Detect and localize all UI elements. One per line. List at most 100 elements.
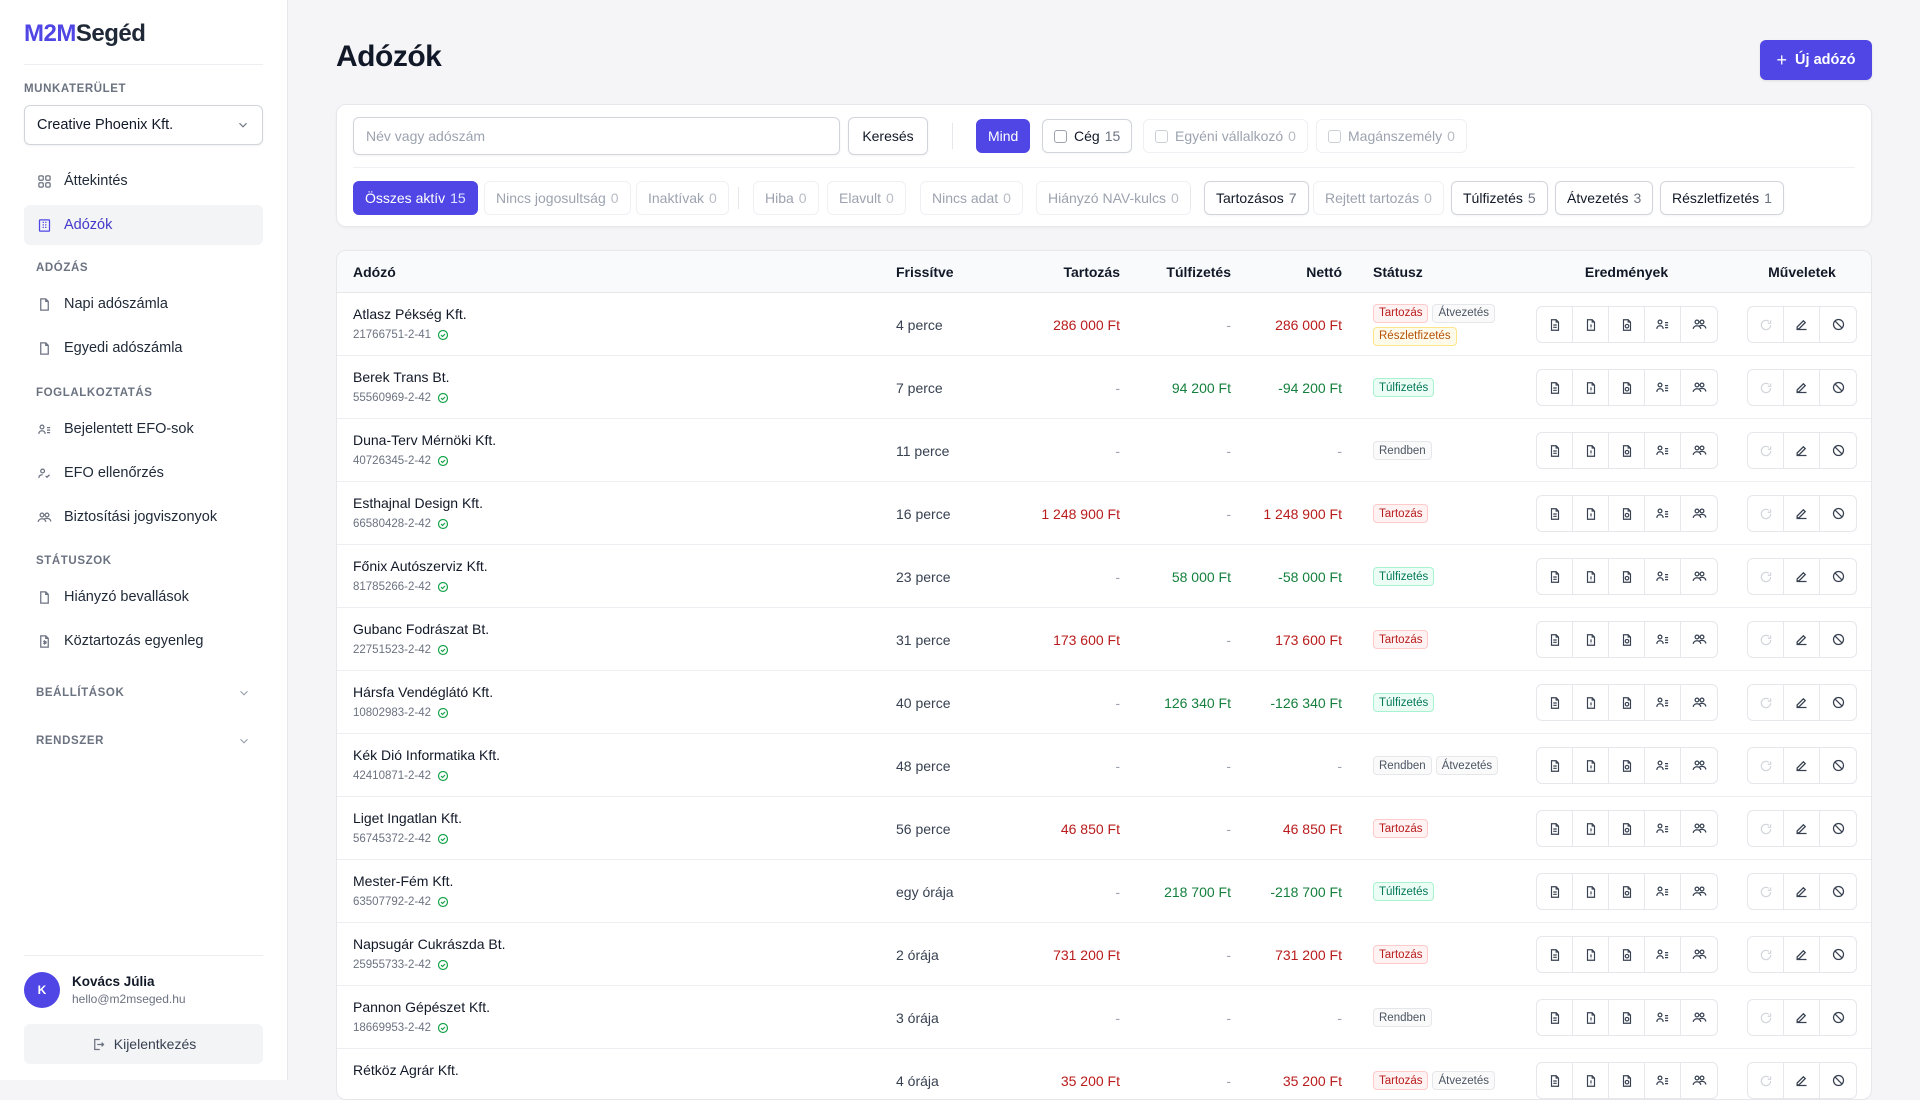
document-info-icon[interactable]: [1573, 496, 1609, 531]
status-filter-error[interactable]: Hiba 0: [753, 181, 819, 215]
edit-icon[interactable]: [1784, 874, 1820, 909]
status-filter-no-auth[interactable]: Nincs jogosultság 0: [484, 181, 631, 215]
taxpayer-name[interactable]: Főnix Autószerviz Kft.: [353, 558, 488, 574]
document-icon[interactable]: [1537, 370, 1573, 405]
users-icon[interactable]: [1681, 433, 1717, 468]
users-icon[interactable]: [1681, 685, 1717, 720]
table-row[interactable]: Hársfa Vendéglátó Kft. 10802983-2-42 40 …: [337, 671, 1871, 734]
document-info-icon[interactable]: [1573, 937, 1609, 972]
document-icon[interactable]: [1537, 433, 1573, 468]
edit-icon[interactable]: [1784, 307, 1820, 342]
edit-icon[interactable]: [1784, 370, 1820, 405]
edit-icon[interactable]: [1784, 559, 1820, 594]
document-money-icon[interactable]: [1609, 496, 1645, 531]
user-list-icon[interactable]: [1645, 685, 1681, 720]
refresh-icon[interactable]: [1748, 622, 1784, 657]
refresh-icon[interactable]: [1748, 496, 1784, 531]
edit-icon[interactable]: [1784, 811, 1820, 846]
refresh-icon[interactable]: [1748, 433, 1784, 468]
nav-missing-returns[interactable]: Hiányzó bevallások: [24, 577, 263, 617]
ban-icon[interactable]: [1820, 433, 1856, 468]
ban-icon[interactable]: [1820, 811, 1856, 846]
document-money-icon[interactable]: [1609, 370, 1645, 405]
status-filter-missing-nav-key[interactable]: Hiányzó NAV-kulcs 0: [1036, 181, 1191, 215]
document-icon[interactable]: [1537, 937, 1573, 972]
nav-insurance[interactable]: Biztosítási jogviszonyok: [24, 497, 263, 537]
nav-efo-reported[interactable]: Bejelentett EFO-sok: [24, 409, 263, 449]
new-taxpayer-button[interactable]: + Új adózó: [1760, 40, 1872, 80]
table-row[interactable]: Pannon Gépészet Kft. 18669953-2-42 3 órá…: [337, 986, 1871, 1049]
nav-public-debt[interactable]: Köztartozás egyenleg: [24, 621, 263, 661]
user-list-icon[interactable]: [1645, 496, 1681, 531]
user-list-icon[interactable]: [1645, 937, 1681, 972]
nav-overview[interactable]: Áttekintés: [24, 161, 263, 201]
document-info-icon[interactable]: [1573, 811, 1609, 846]
taxpayer-name[interactable]: Esthajnal Design Kft.: [353, 495, 483, 511]
edit-icon[interactable]: [1784, 748, 1820, 783]
status-filter-all-active[interactable]: Összes aktív 15: [353, 181, 478, 215]
type-filter-company[interactable]: Cég 15: [1042, 119, 1133, 153]
refresh-icon[interactable]: [1748, 748, 1784, 783]
taxpayer-name[interactable]: Atlasz Pékség Kft.: [353, 306, 467, 322]
document-info-icon[interactable]: [1573, 874, 1609, 909]
document-money-icon[interactable]: [1609, 874, 1645, 909]
user-list-icon[interactable]: [1645, 307, 1681, 342]
ban-icon[interactable]: [1820, 370, 1856, 405]
status-filter-transfer[interactable]: Átvezetés 3: [1555, 181, 1654, 215]
workspace-select[interactable]: Creative Phoenix Kft.: [24, 105, 263, 145]
document-money-icon[interactable]: [1609, 433, 1645, 468]
user-list-icon[interactable]: [1645, 622, 1681, 657]
document-info-icon[interactable]: [1573, 1000, 1609, 1035]
user-list-icon[interactable]: [1645, 559, 1681, 594]
document-info-icon[interactable]: [1573, 307, 1609, 342]
document-info-icon[interactable]: [1573, 433, 1609, 468]
nav-daily-account[interactable]: Napi adószámla: [24, 284, 263, 324]
ban-icon[interactable]: [1820, 937, 1856, 972]
document-icon[interactable]: [1537, 622, 1573, 657]
users-icon[interactable]: [1681, 937, 1717, 972]
users-icon[interactable]: [1681, 622, 1717, 657]
user-list-icon[interactable]: [1645, 811, 1681, 846]
edit-icon[interactable]: [1784, 433, 1820, 468]
checkbox[interactable]: [1054, 129, 1067, 143]
ban-icon[interactable]: [1820, 559, 1856, 594]
document-money-icon[interactable]: [1609, 559, 1645, 594]
taxpayer-name[interactable]: Liget Ingatlan Kft.: [353, 810, 462, 826]
document-icon[interactable]: [1537, 874, 1573, 909]
document-money-icon[interactable]: [1609, 811, 1645, 846]
document-icon[interactable]: [1537, 748, 1573, 783]
document-icon[interactable]: [1537, 685, 1573, 720]
status-filter-installment[interactable]: Részletfizetés 1: [1660, 181, 1784, 215]
users-icon[interactable]: [1681, 307, 1717, 342]
edit-icon[interactable]: [1784, 937, 1820, 972]
table-row[interactable]: Esthajnal Design Kft. 66580428-2-42 16 p…: [337, 482, 1871, 545]
table-row[interactable]: Berek Trans Bt. 55560969-2-42 7 perce - …: [337, 356, 1871, 419]
refresh-icon[interactable]: [1748, 559, 1784, 594]
section-settings[interactable]: BEÁLLÍTÁSOK: [24, 675, 263, 711]
edit-icon[interactable]: [1784, 685, 1820, 720]
document-money-icon[interactable]: [1609, 748, 1645, 783]
user-list-icon[interactable]: [1645, 1000, 1681, 1035]
type-filter-private[interactable]: Magánszemély 0: [1316, 119, 1467, 153]
col-taxpayer[interactable]: Adózó: [353, 264, 396, 280]
user-list-icon[interactable]: [1645, 370, 1681, 405]
refresh-icon[interactable]: [1748, 937, 1784, 972]
document-money-icon[interactable]: [1609, 307, 1645, 342]
ban-icon[interactable]: [1820, 1000, 1856, 1035]
checkbox[interactable]: [1155, 129, 1168, 143]
col-updated[interactable]: Frissítve: [896, 264, 954, 280]
edit-icon[interactable]: [1784, 1000, 1820, 1035]
refresh-icon[interactable]: [1748, 874, 1784, 909]
document-money-icon[interactable]: [1609, 937, 1645, 972]
table-row[interactable]: Gubanc Fodrászat Bt. 22751523-2-42 31 pe…: [337, 608, 1871, 671]
nav-efo-check[interactable]: EFO ellenőrzés: [24, 453, 263, 493]
table-row[interactable]: Atlasz Pékség Kft. 21766751-2-41 4 perce…: [337, 293, 1871, 356]
section-system[interactable]: RENDSZER: [24, 723, 263, 759]
edit-icon[interactable]: [1784, 622, 1820, 657]
status-filter-overpaid[interactable]: Túlfizetés 5: [1451, 181, 1548, 215]
status-filter-outdated[interactable]: Elavult 0: [827, 181, 906, 215]
document-info-icon[interactable]: [1573, 622, 1609, 657]
nav-taxpayers[interactable]: Adózók: [24, 205, 263, 245]
table-row[interactable]: Mester-Fém Kft. 63507792-2-42 egy órája …: [337, 860, 1871, 923]
app-logo[interactable]: M2MSegéd: [24, 20, 146, 47]
